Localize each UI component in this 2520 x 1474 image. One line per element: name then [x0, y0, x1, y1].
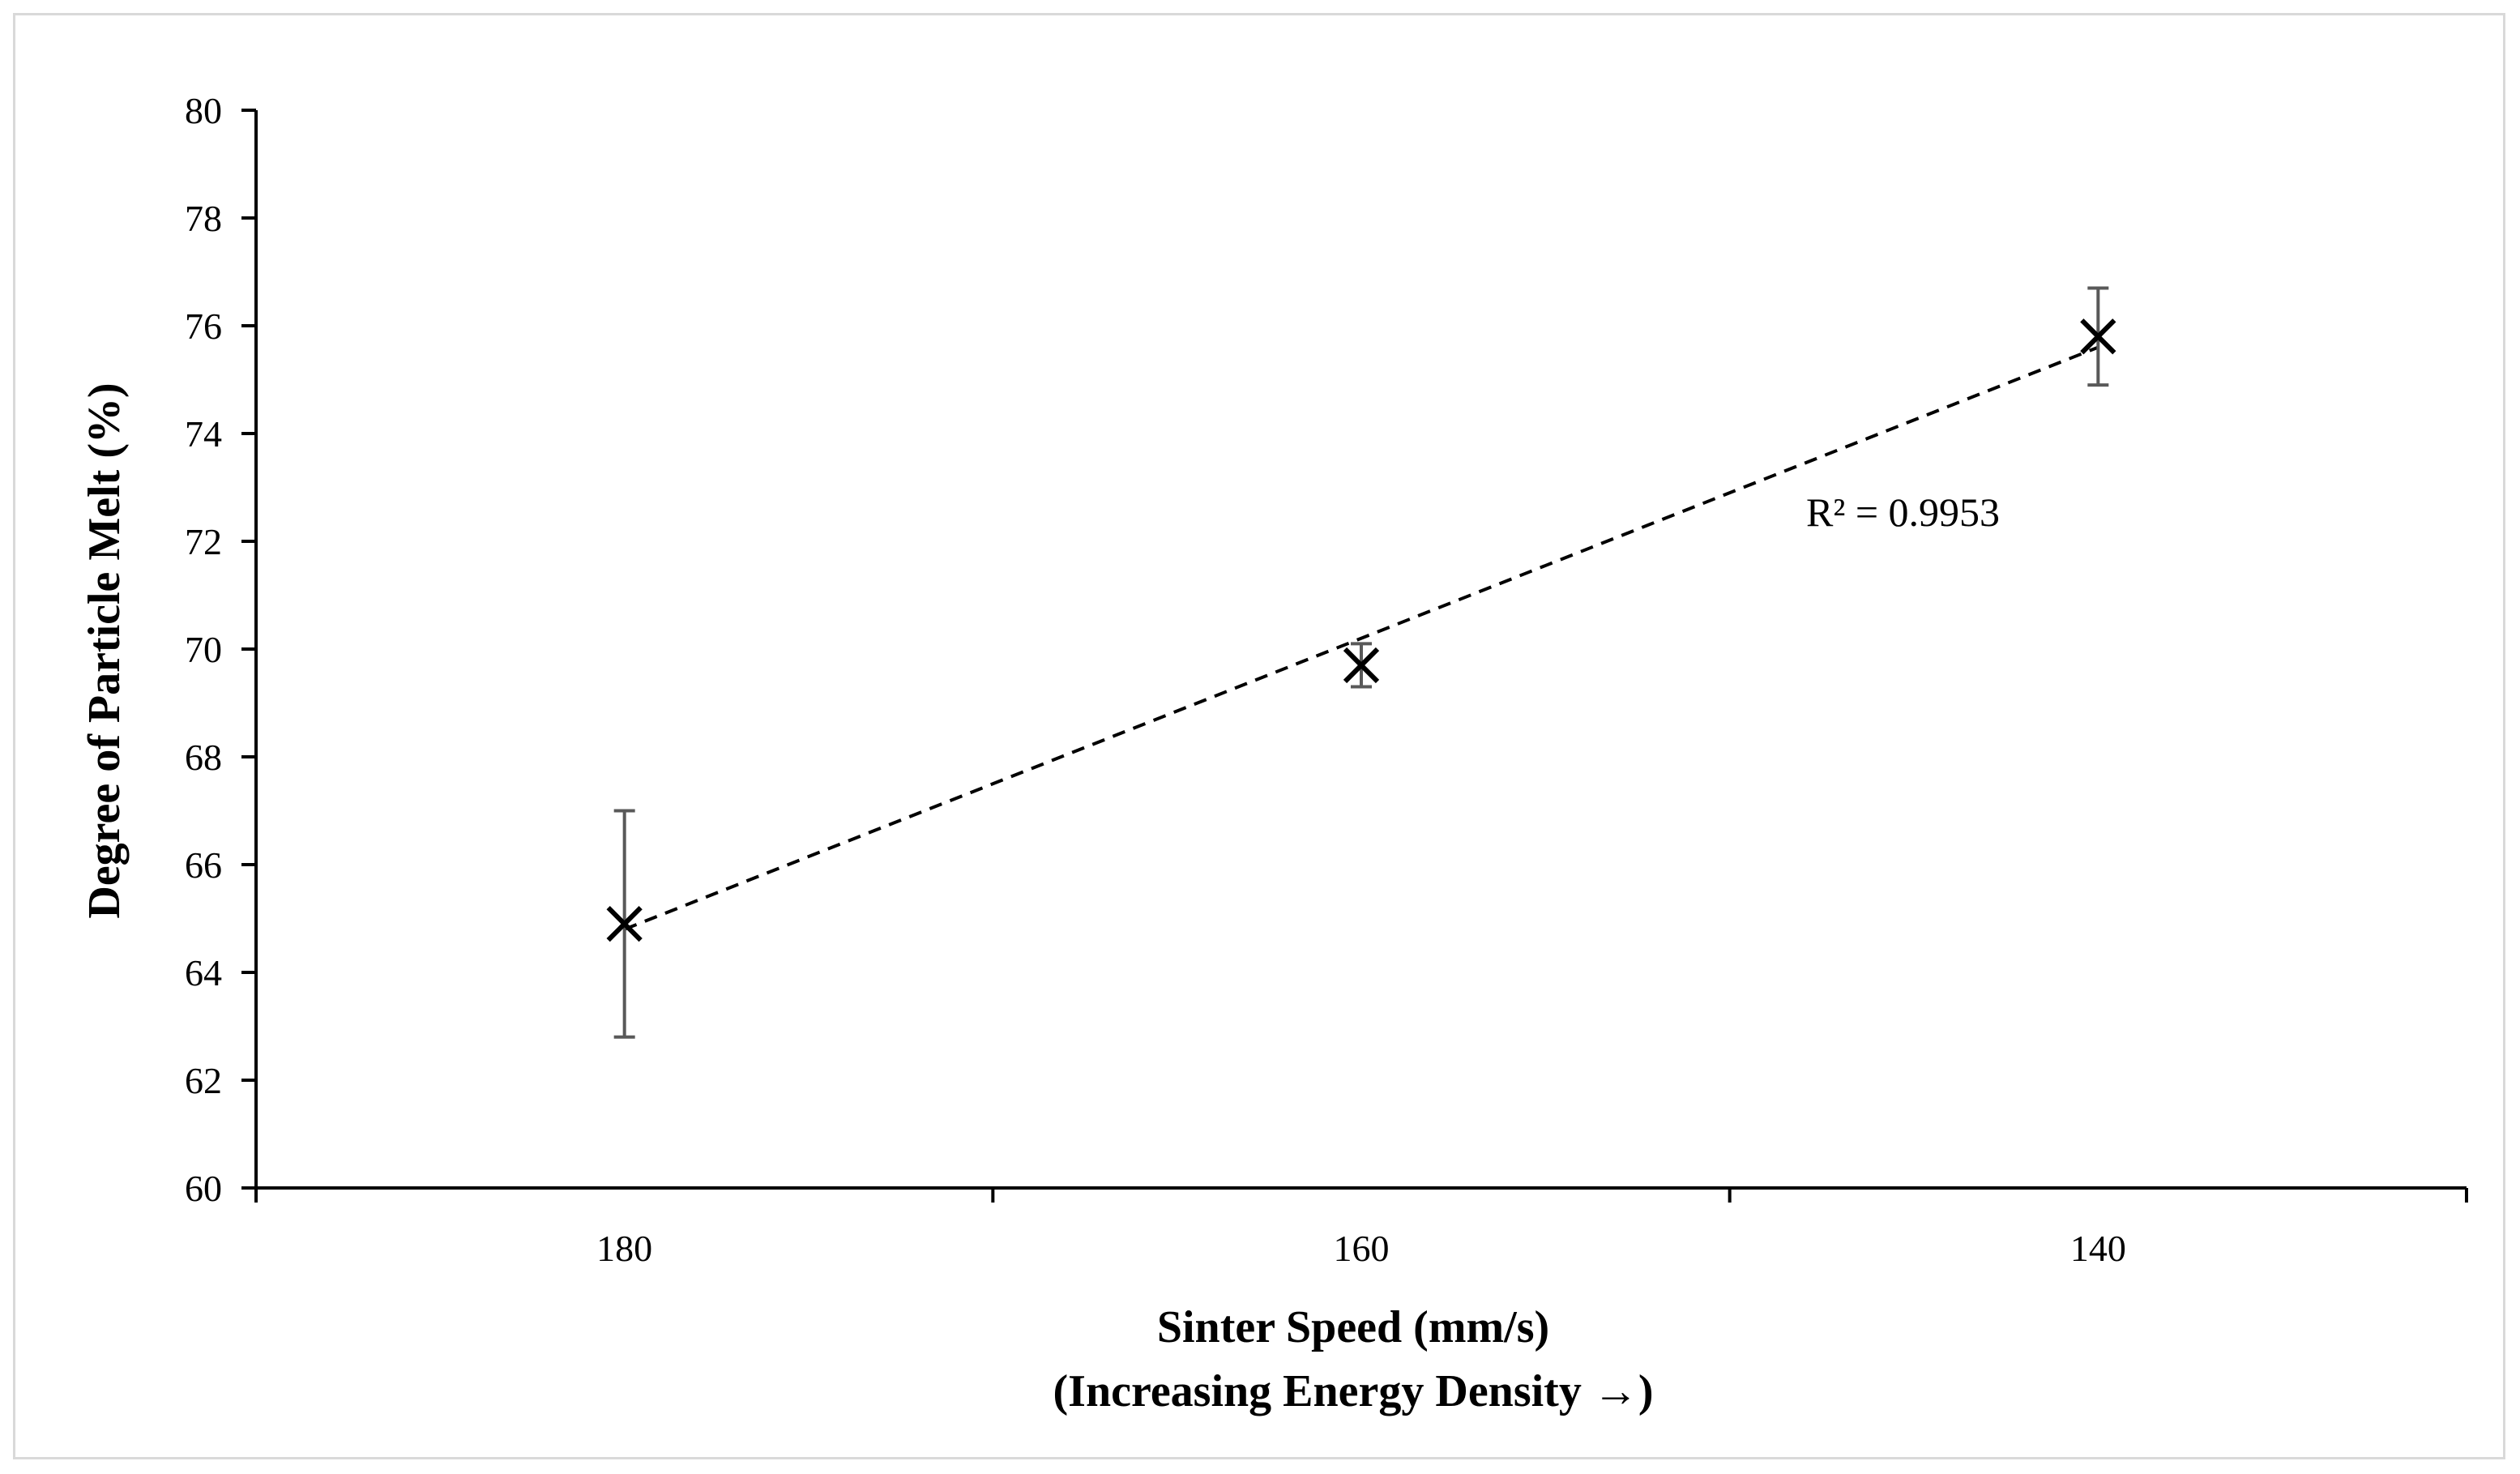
y-tick-label: 80 [185, 90, 222, 131]
y-axis-title: Degree of Particle Melt (%) [79, 382, 130, 918]
x-axis-subtitle: (Increasing Energy Density →) [1053, 1366, 1654, 1416]
x-tick-label: 160 [1334, 1228, 1390, 1269]
trendline [623, 345, 2099, 931]
x-tick-label: 140 [2070, 1228, 2126, 1269]
y-tick-label: 64 [185, 952, 222, 993]
data-point [1343, 647, 1380, 684]
y-tick-label: 78 [185, 198, 222, 239]
y-tick-label: 74 [185, 413, 222, 455]
y-tick-label: 68 [185, 737, 222, 778]
x-tick-label: 180 [596, 1228, 652, 1269]
y-tick-label: 66 [185, 844, 222, 886]
chart-frame: 60 62 64 66 68 70 72 74 76 78 80 180 160 140 R² = 0.… [13, 13, 2505, 1459]
y-ticks: 60 62 64 66 68 70 72 74 76 78 80 [185, 90, 256, 1209]
y-tick-label: 60 [185, 1168, 222, 1209]
data-point-stroke [606, 906, 643, 942]
r-squared-annotation: R² = 0.9953 [1806, 489, 2000, 535]
data-point-stroke [1343, 647, 1380, 684]
data-markers [606, 318, 2116, 942]
y-tick-label: 76 [185, 305, 222, 347]
x-axis-title: Sinter Speed (mm/s) [1157, 1302, 1549, 1352]
y-tick-label: 62 [185, 1060, 222, 1101]
data-point [606, 906, 643, 942]
data-point [2080, 318, 2116, 355]
y-tick-label: 70 [185, 629, 222, 670]
y-tick-label: 72 [185, 521, 222, 562]
chart-plot: 60 62 64 66 68 70 72 74 76 78 80 180 160 140 R² = 0.… [79, 90, 2468, 1416]
data-point-stroke [2080, 318, 2116, 355]
trendline-group [623, 345, 2099, 931]
x-ticks: 180 160 140 [254, 1188, 2468, 1269]
